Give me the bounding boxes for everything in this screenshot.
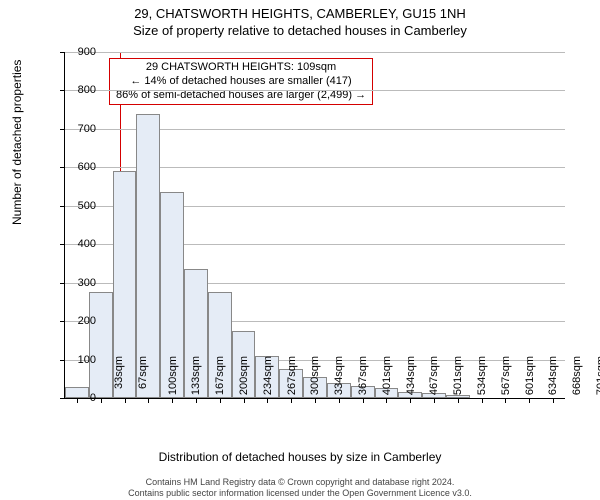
x-tick-label: 668sqm [571,356,583,395]
x-tick-mark [529,398,530,403]
y-tick-label: 500 [56,200,96,212]
y-tick-label: 0 [56,392,96,404]
x-tick-mark [553,398,554,403]
footer-line1: Contains HM Land Registry data © Crown c… [0,477,600,488]
y-tick-label: 100 [56,354,96,366]
y-axis-label: Number of detached properties [10,60,24,225]
x-tick-label: 434sqm [405,356,417,395]
x-tick-mark [315,398,316,403]
x-tick-mark [339,398,340,403]
annotation-box: 29 CHATSWORTH HEIGHTS: 109sqm ← 14% of d… [109,58,373,105]
x-tick-label: 133sqm [190,356,202,395]
x-tick-label: 501sqm [452,356,464,395]
x-tick-mark [363,398,364,403]
x-tick-label: 401sqm [381,356,393,395]
x-tick-mark [386,398,387,403]
chart-title: 29, CHATSWORTH HEIGHTS, CAMBERLEY, GU15 … [0,6,600,21]
x-tick-label: 467sqm [429,356,441,395]
x-tick-mark [101,398,102,403]
y-tick-label: 200 [56,315,96,327]
x-tick-label: 267sqm [286,356,298,395]
x-tick-label: 300sqm [310,356,322,395]
x-tick-label: 234sqm [262,356,274,395]
x-tick-mark [291,398,292,403]
x-tick-mark [196,398,197,403]
y-tick-label: 800 [56,84,96,96]
x-tick-label: 701sqm [595,356,600,395]
x-tick-label: 334sqm [333,356,345,395]
y-tick-label: 700 [56,123,96,135]
footer-line2: Contains public sector information licen… [0,488,600,499]
x-tick-label: 200sqm [238,356,250,395]
y-tick-label: 400 [56,238,96,250]
gridline [65,90,565,91]
x-tick-mark [172,398,173,403]
x-tick-label: 567sqm [500,356,512,395]
x-tick-mark [434,398,435,403]
annotation-line1: 29 CHATSWORTH HEIGHTS: 109sqm [116,61,366,75]
x-tick-mark [220,398,221,403]
x-tick-label: 33sqm [113,356,125,389]
footer-attribution: Contains HM Land Registry data © Crown c… [0,477,600,499]
x-tick-label: 601sqm [524,356,536,395]
chart-subtitle: Size of property relative to detached ho… [0,23,600,38]
x-tick-label: 534sqm [476,356,488,395]
y-tick-label: 300 [56,277,96,289]
x-tick-label: 167sqm [214,356,226,395]
chart-plot-area: 29 CHATSWORTH HEIGHTS: 109sqm ← 14% of d… [64,52,565,399]
x-tick-mark [482,398,483,403]
x-tick-mark [505,398,506,403]
x-tick-label: 367sqm [357,356,369,395]
y-tick-label: 900 [56,46,96,58]
x-tick-mark [410,398,411,403]
y-tick-label: 600 [56,161,96,173]
x-tick-label: 67sqm [137,356,149,389]
x-axis-label: Distribution of detached houses by size … [0,450,600,464]
histogram-bar [89,292,113,398]
x-tick-mark [125,398,126,403]
gridline [65,52,565,53]
x-tick-mark [458,398,459,403]
x-tick-mark [148,398,149,403]
x-tick-label: 634sqm [548,356,560,395]
x-tick-mark [267,398,268,403]
x-tick-mark [244,398,245,403]
annotation-line2: ← 14% of detached houses are smaller (41… [116,75,366,89]
x-tick-label: 100sqm [167,356,179,395]
